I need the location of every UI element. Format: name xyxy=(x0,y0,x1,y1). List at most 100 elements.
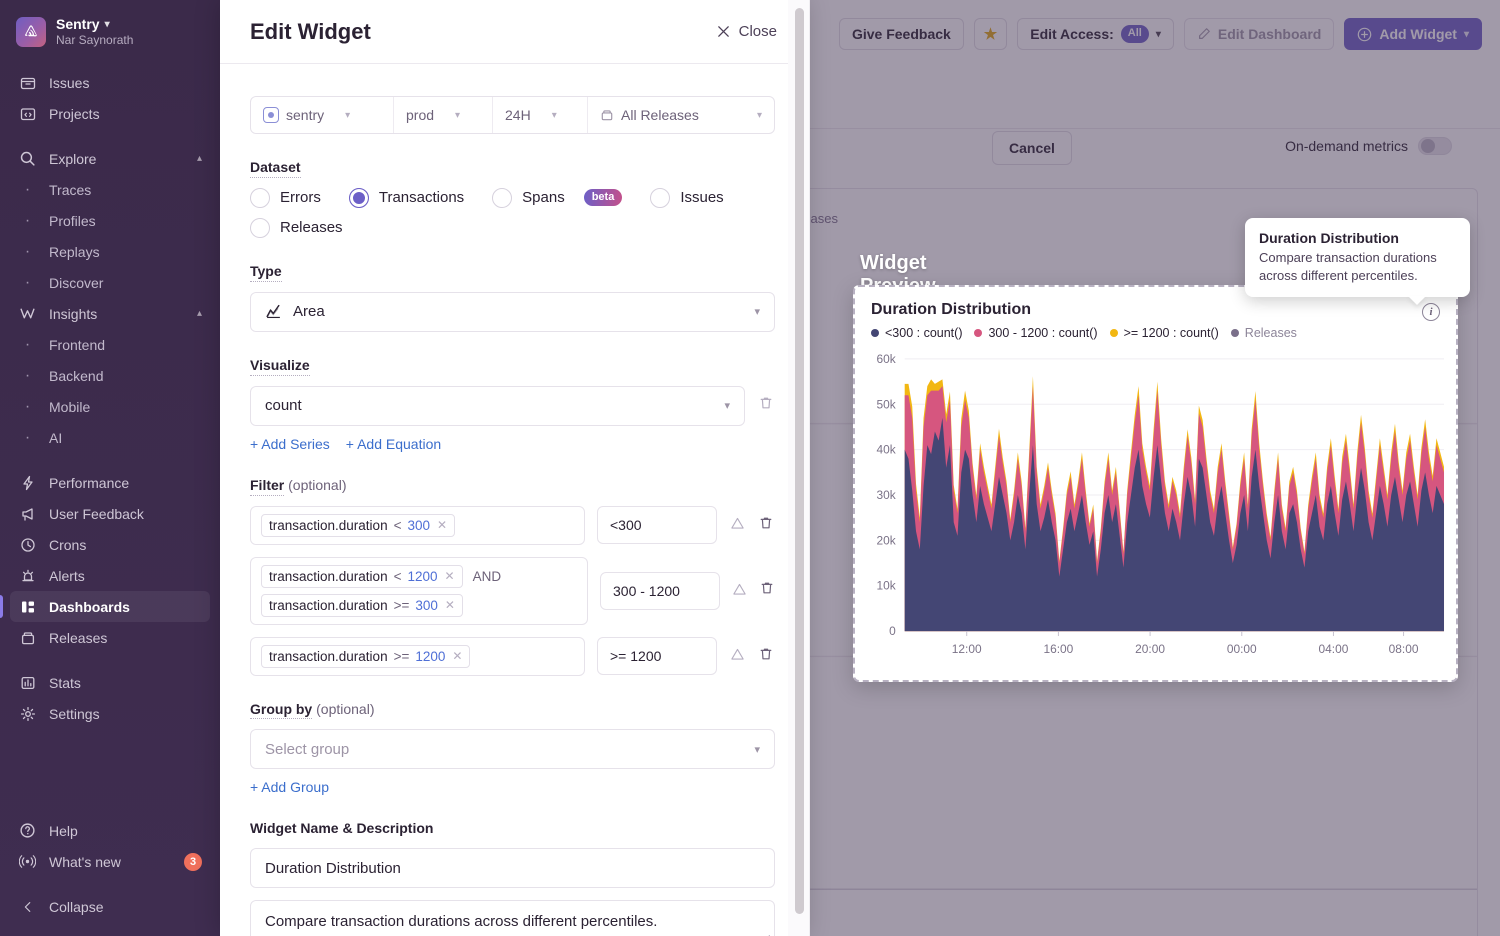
legend-item[interactable]: 300 - 1200 : count() xyxy=(974,326,1098,340)
org-name: Sentry xyxy=(56,16,100,32)
svg-text:10k: 10k xyxy=(877,579,896,593)
time-period-selector[interactable]: 24H ▾ xyxy=(493,97,588,133)
filter-alias-input[interactable]: 300 - 1200 xyxy=(600,571,720,610)
insights-icon xyxy=(18,304,37,323)
delete-filter-icon[interactable] xyxy=(757,515,775,536)
warning-icon[interactable] xyxy=(732,582,747,600)
dataset-option-releases[interactable]: Releases xyxy=(250,217,343,238)
sidebar-item-backend[interactable]: · Backend xyxy=(24,366,104,384)
filter-token[interactable]: transaction.duration < 300 ✕ xyxy=(261,513,456,537)
dataset-option-label: Transactions xyxy=(378,189,465,207)
warning-icon[interactable] xyxy=(729,647,745,665)
dataset-option-spans[interactable]: Spans beta xyxy=(492,187,623,208)
sidebar-item-explore[interactable]: Explore ▴ xyxy=(10,143,210,174)
sidebar-item-projects[interactable]: Projects xyxy=(10,98,210,129)
preview-card-title: Duration Distribution xyxy=(871,301,1031,318)
filter-token[interactable]: transaction.duration >= 1200 ✕ xyxy=(261,644,471,668)
sidebar-item-help[interactable]: Help xyxy=(10,815,210,846)
sidebar-subitem-label: Traces xyxy=(49,181,92,198)
chevron-up-icon: ▴ xyxy=(196,153,202,164)
sidebar-spacer xyxy=(10,877,210,891)
filter-alias-input[interactable]: >= 1200 xyxy=(597,636,717,675)
project-selector[interactable]: sentry ▾ xyxy=(251,97,394,133)
sidebar-item-issues[interactable]: Issues xyxy=(10,67,210,98)
filter-query-input[interactable]: transaction.duration >= 1200 ✕ xyxy=(250,636,585,676)
legend-label: <300 : count() xyxy=(885,326,963,340)
widget-preview-card: Duration Distribution i <300 : count() 3… xyxy=(853,285,1458,682)
filter-query-input[interactable]: transaction.duration < 300 ✕ xyxy=(250,505,585,545)
sidebar-item-frontend[interactable]: · Frontend xyxy=(24,335,106,353)
info-icon[interactable]: i xyxy=(1422,303,1440,321)
sidebar-item-user-feedback[interactable]: User Feedback xyxy=(10,498,210,529)
aggregate-select[interactable]: count ▾ xyxy=(250,385,745,426)
filter-token[interactable]: transaction.duration < 1200 ✕ xyxy=(261,564,463,588)
widget-description-textarea[interactable]: Compare transaction durations across dif… xyxy=(250,900,775,936)
sidebar-item-collapse[interactable]: Collapse xyxy=(10,891,210,922)
environment-selector[interactable]: prod ▾ xyxy=(394,97,493,133)
legend-item[interactable]: <300 : count() xyxy=(871,326,962,340)
remove-token-icon[interactable]: ✕ xyxy=(452,649,463,664)
chevron-down-icon: ▾ xyxy=(104,18,110,30)
widget-name-input[interactable]: Duration Distribution xyxy=(250,848,775,889)
filter-row: transaction.duration < 1200 ✕ AND transa… xyxy=(250,556,775,625)
sidebar-item-replays[interactable]: · Replays xyxy=(24,242,100,260)
delete-filter-icon[interactable] xyxy=(757,646,775,667)
filter-row: transaction.duration >= 1200 ✕ >= 1200 xyxy=(250,636,775,676)
add-group-link[interactable]: + Add Group xyxy=(250,779,330,796)
sidebar-item-traces[interactable]: · Traces xyxy=(24,180,92,198)
sidebar-item-alerts[interactable]: Alerts xyxy=(10,560,210,591)
visualize-links: + Add Series + Add Equation xyxy=(250,436,775,452)
group-by-select[interactable]: Select group ▾ xyxy=(250,729,775,770)
dataset-option-transactions[interactable]: Transactions xyxy=(348,187,465,208)
radio-circle xyxy=(650,187,671,208)
sidebar-item-stats[interactable]: Stats xyxy=(10,667,210,698)
sidebar-item-label: Crons xyxy=(49,536,87,553)
sidebar-item-settings[interactable]: Settings xyxy=(10,698,210,729)
modal-header: Edit Widget Close xyxy=(220,0,805,64)
type-select-value-wrap: Area xyxy=(265,303,325,320)
visualize-label: Visualize xyxy=(250,356,310,376)
sidebar-item-crons[interactable]: Crons xyxy=(10,529,210,560)
org-switcher[interactable]: Sentry ▾ Nar Saynorath xyxy=(0,0,220,61)
sidebar-item-mobile[interactable]: · Mobile xyxy=(24,397,91,415)
delete-filter-icon[interactable] xyxy=(759,580,775,601)
token-value: 300 xyxy=(415,597,438,613)
sidebar-item-releases[interactable]: Releases xyxy=(10,622,210,653)
remove-token-icon[interactable]: ✕ xyxy=(444,569,455,584)
sidebar-item-whats-new[interactable]: What's new 3 xyxy=(10,846,210,877)
add-series-link[interactable]: + Add Series xyxy=(250,435,330,452)
add-equation-link[interactable]: + Add Equation xyxy=(345,435,442,452)
sidebar-item-label: Help xyxy=(49,822,78,839)
type-select[interactable]: Area ▾ xyxy=(250,291,775,332)
clock-icon xyxy=(18,535,37,554)
modal-scrollbar-thumb[interactable] xyxy=(795,8,804,914)
release-selector[interactable]: All Releases ▾ xyxy=(588,97,774,133)
delete-series-icon[interactable] xyxy=(757,395,775,416)
visualize-header: Visualize xyxy=(250,356,775,376)
remove-token-icon[interactable]: ✕ xyxy=(444,598,455,613)
sidebar-item-dashboards[interactable]: Dashboards xyxy=(0,591,210,622)
releases-icon xyxy=(601,110,613,121)
filter-alias-input[interactable]: <300 xyxy=(597,505,717,544)
sidebar-item-insights[interactable]: Insights ▴ xyxy=(10,298,210,329)
remove-token-icon[interactable]: ✕ xyxy=(437,518,448,533)
chevron-down-icon: ▾ xyxy=(754,743,760,756)
legend-item[interactable]: >= 1200 : count() xyxy=(1109,326,1219,340)
sidebar-item-ai[interactable]: · AI xyxy=(24,428,63,446)
filter-token[interactable]: transaction.duration >= 300 ✕ xyxy=(261,593,463,617)
close-button[interactable]: Close xyxy=(716,23,777,40)
filter-alias-value: 300 - 1200 xyxy=(613,582,680,599)
dataset-option-issues[interactable]: Issues xyxy=(650,187,724,208)
warning-icon[interactable] xyxy=(729,516,745,534)
lightning-icon xyxy=(18,473,37,492)
close-icon xyxy=(717,26,729,37)
sidebar-item-profiles[interactable]: · Profiles xyxy=(24,211,96,229)
dataset-option-errors[interactable]: Errors xyxy=(250,187,321,208)
legend-item[interactable]: Releases xyxy=(1230,326,1297,340)
svg-text:08:00: 08:00 xyxy=(1389,642,1419,656)
sidebar-item-label: What's new xyxy=(49,853,121,870)
token-operator: >= xyxy=(393,597,410,613)
filter-query-input[interactable]: transaction.duration < 1200 ✕ AND transa… xyxy=(250,556,588,625)
sidebar-item-discover[interactable]: · Discover xyxy=(24,273,104,291)
sidebar-item-performance[interactable]: Performance xyxy=(10,467,210,498)
